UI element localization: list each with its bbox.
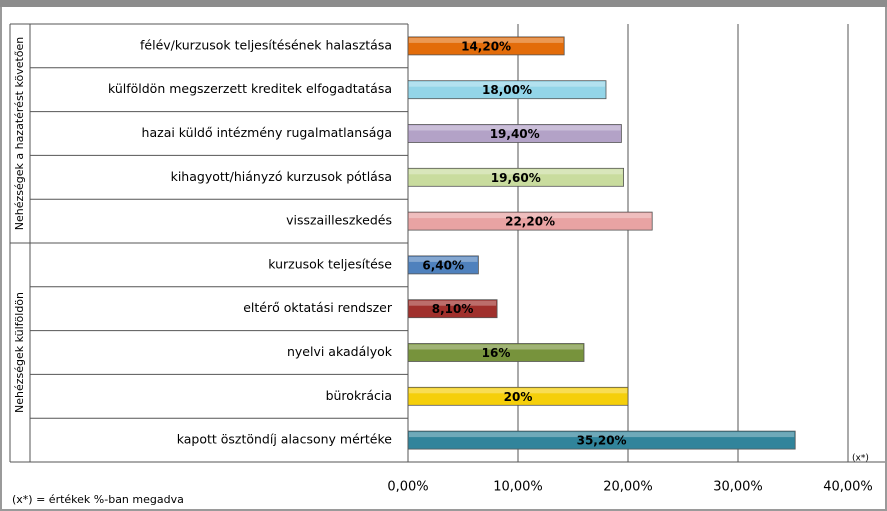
x-tick-label: 30,00%	[713, 480, 763, 495]
bar-shine	[409, 388, 627, 394]
value-label: 8,10%	[432, 302, 474, 316]
x-tick-label: 40,00%	[823, 480, 873, 495]
bar-shine	[409, 37, 564, 43]
x-tick-label: 10,00%	[493, 480, 543, 495]
category-label: hazai küldő intézmény rugalmatlansága	[142, 125, 392, 140]
value-label: 14,20%	[461, 39, 511, 53]
axis-unit: (x*)	[852, 454, 869, 464]
category-label: eltérő oktatási rendszer	[243, 300, 393, 315]
bar	[407, 430, 796, 450]
bar-shine	[409, 81, 605, 87]
x-tick-label: 0,00%	[387, 480, 428, 495]
value-label: 18,00%	[482, 83, 532, 97]
category-label: kurzusok teljesítése	[268, 256, 392, 271]
bar	[407, 386, 629, 406]
group-label: Nehézségek a hazatérést követően	[13, 37, 26, 231]
value-label: 22,20%	[505, 215, 555, 229]
category-label: kapott ösztöndíj alacsony mértéke	[177, 432, 393, 447]
top-bar	[0, 0, 887, 7]
bar	[407, 343, 585, 362]
bar	[407, 124, 622, 143]
bar	[407, 211, 653, 231]
category-label: visszailleszkedés	[286, 213, 392, 228]
category-label: kihagyott/hiányzó kurzusok pótlása	[171, 169, 392, 184]
bar-shine	[409, 300, 497, 306]
value-label: 20%	[504, 390, 533, 404]
value-label: 19,40%	[490, 127, 540, 141]
footnote: (x*) = értékek %-ban megadva	[12, 493, 184, 506]
category-label: félév/kurzusok teljesítésének halasztása	[140, 37, 392, 52]
value-label: 6,40%	[422, 258, 464, 272]
value-label: 16%	[482, 346, 511, 360]
bar	[407, 255, 479, 275]
bar-shine	[409, 169, 623, 175]
bar-shine	[409, 213, 652, 219]
bar-shine	[409, 125, 621, 131]
value-label: 19,60%	[491, 171, 541, 185]
bar-shine	[409, 432, 795, 438]
bar	[407, 80, 607, 100]
bar-shine	[409, 256, 478, 262]
bar	[407, 36, 565, 56]
category-label: bürokrácia	[326, 388, 392, 403]
category-label: nyelvi akadályok	[287, 344, 393, 359]
category-label: külföldön megszerzett kreditek elfogadta…	[108, 81, 392, 96]
bar	[407, 167, 625, 187]
group-label: Nehézségek külföldön	[13, 292, 26, 413]
bar-shine	[409, 344, 583, 350]
x-tick-label: 20,00%	[603, 480, 653, 495]
bar	[407, 299, 498, 319]
value-label: 35,20%	[577, 434, 627, 448]
